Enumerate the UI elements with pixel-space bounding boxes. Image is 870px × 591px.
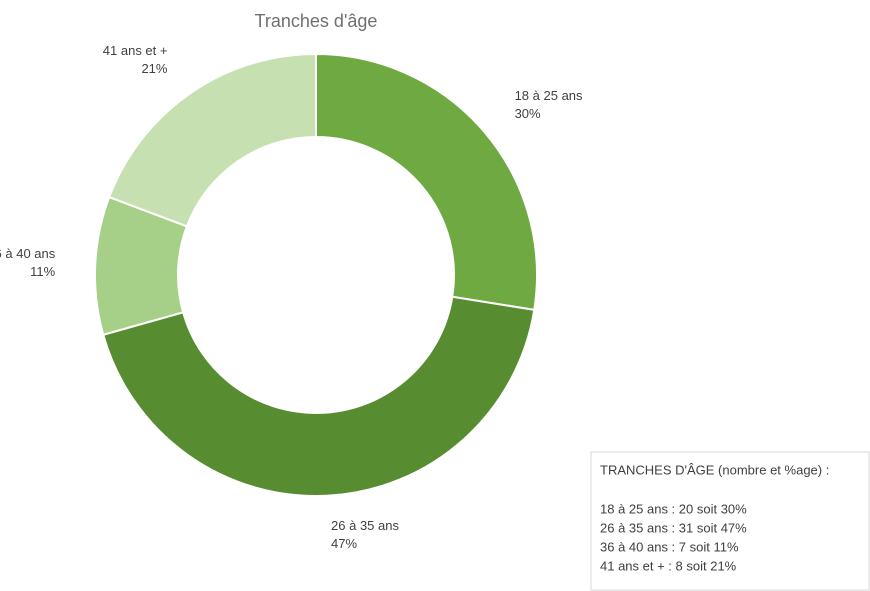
data-label-name: 36 à 40 ans bbox=[0, 246, 56, 261]
data-label-value: 11% bbox=[30, 264, 55, 279]
note-box bbox=[590, 451, 870, 591]
donut-segment bbox=[315, 52, 538, 312]
data-label-name: 18 à 25 ans bbox=[515, 88, 583, 103]
data-label-value: 21% bbox=[141, 61, 167, 76]
note-line: 18 à 25 ans : 20 soit 30% bbox=[600, 501, 747, 516]
donut-segment bbox=[107, 52, 317, 228]
chart-title: Tranches d'âge bbox=[255, 11, 378, 31]
note-line: 26 à 35 ans : 31 soit 47% bbox=[600, 520, 747, 535]
data-label-value: 47% bbox=[331, 536, 357, 551]
note-title: TRANCHES D'ÂGE (nombre et %age) : bbox=[600, 462, 829, 477]
data-label-name: 41 ans et + bbox=[103, 43, 168, 58]
donut-segment bbox=[101, 295, 536, 497]
note-line: 41 ans et + : 8 soit 21% bbox=[600, 558, 737, 573]
note-line: 36 à 40 ans : 7 soit 11% bbox=[600, 539, 739, 554]
data-label-value: 30% bbox=[515, 106, 541, 121]
data-label-name: 26 à 35 ans bbox=[331, 518, 399, 533]
